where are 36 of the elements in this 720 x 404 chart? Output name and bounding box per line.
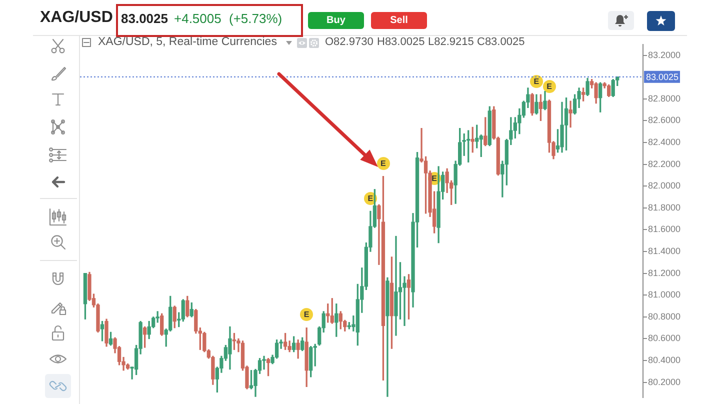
annotation: E — [364, 192, 377, 205]
y-tick-label: 82.8000 — [648, 93, 681, 104]
annotation: E — [542, 80, 556, 94]
annotation: E — [530, 75, 543, 88]
candlestick — [394, 236, 398, 336]
candlestick — [568, 100, 572, 128]
y-tick-label: 81.4000 — [648, 246, 681, 256]
text: 83.0025 — [121, 11, 168, 27]
y-tick-label: 81.2000 — [648, 268, 681, 278]
y-tick-label: 82.0000 — [648, 180, 681, 191]
y-tick-label: 82.6000 — [648, 115, 681, 126]
annotation: L82.9215 — [428, 36, 474, 49]
y-tick-label: 82.2000 — [648, 158, 681, 169]
text: Buy — [308, 12, 364, 29]
ref-line-label: 83.0025 — [646, 72, 679, 82]
chart-subtitle: XAG/USD, 5, Real-time Currencies — [98, 36, 277, 49]
annotation: E — [300, 308, 314, 322]
y-tick-label: 81.8000 — [648, 202, 681, 212]
y-tick-label: 81.0000 — [648, 290, 681, 300]
annotation: H83.0025 — [377, 36, 425, 49]
y-tick-label: 81.6000 — [648, 224, 681, 234]
annotation: C83.0025 — [477, 36, 525, 49]
y-tick-label: 80.4000 — [648, 355, 681, 366]
y-tick-label: 80.8000 — [648, 311, 681, 322]
chart-title: XAG/USD — [40, 9, 113, 27]
annotation: O82.9730 — [325, 36, 374, 49]
text: +4.5005 — [174, 11, 222, 27]
annotation: E — [376, 156, 390, 170]
y-tick-label: 83.2000 — [648, 50, 681, 60]
y-tick-label: 82.4000 — [648, 136, 681, 147]
candlestick — [262, 356, 266, 370]
y-tick-label: 80.6000 — [648, 333, 681, 344]
text: (+5.73%) — [229, 11, 282, 27]
y-tick-label: 80.2000 — [648, 376, 681, 387]
annotation: E — [428, 172, 441, 186]
text: Sell — [371, 12, 427, 29]
